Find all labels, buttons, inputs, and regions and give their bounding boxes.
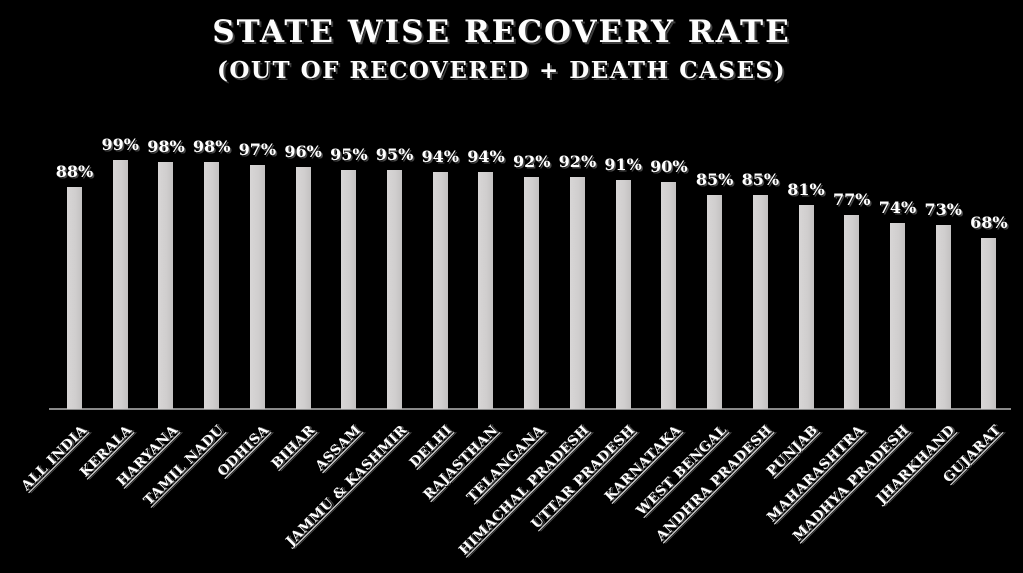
bar-delhi — [432, 172, 448, 409]
bar-uttar-pradesh — [615, 180, 631, 409]
value-label-tamil-nadu: 98% — [192, 137, 231, 156]
bar-himachal-pradesh — [569, 177, 585, 409]
x-axis-line — [49, 408, 1011, 410]
bar-all-india — [67, 187, 82, 409]
value-label-odhisa: 97% — [238, 140, 277, 159]
value-label-rajasthan: 94% — [467, 147, 505, 166]
chart-title: STATE WISE RECOVERY RATE — [212, 14, 791, 50]
bar-jammu-kashmir — [387, 170, 403, 409]
bar-west-bengal — [707, 195, 723, 409]
bar-tamil-nadu — [204, 162, 220, 409]
value-label-delhi: 94% — [421, 147, 459, 166]
title-block: STATE WISE RECOVERY RATE (OUT OF RECOVER… — [0, 14, 1003, 84]
value-label-assam: 95% — [330, 145, 368, 164]
bar-haryana — [158, 162, 174, 409]
value-label-west-bengal: 85% — [695, 170, 734, 189]
value-label-jammu-kashmir: 95% — [375, 145, 414, 164]
bar-gujarat — [981, 238, 997, 409]
value-label-gujarat: 68% — [970, 213, 1008, 232]
value-label-himachal-pradesh: 92% — [558, 152, 597, 171]
value-label-haryana: 98% — [147, 137, 185, 156]
chart-subtitle: (OUT OF RECOVERED + DEATH CASES) — [216, 57, 786, 84]
bar-odhisa — [249, 165, 265, 409]
value-label-punjab: 81% — [787, 180, 825, 199]
value-label-maharashtra: 77% — [833, 190, 871, 209]
bar-bihar — [295, 167, 311, 409]
value-label-karnataka: 90% — [650, 157, 688, 176]
value-label-telangana: 92% — [512, 152, 551, 171]
bar-maharashtra — [844, 215, 860, 409]
value-label-bihar: 96% — [284, 142, 322, 161]
value-label-uttar-pradesh: 91% — [604, 155, 642, 174]
value-label-madhya-pradesh: 74% — [878, 198, 917, 217]
bar-assam — [341, 170, 357, 409]
value-label-all-india: 88% — [55, 162, 94, 181]
bar-karnataka — [661, 182, 677, 409]
value-label-jharkhand: 73% — [924, 200, 962, 219]
bar-madhya-pradesh — [889, 223, 905, 409]
bar-jharkhand — [935, 225, 951, 409]
bar-punjab — [798, 205, 814, 409]
bar-andhra-pradesh — [752, 195, 768, 409]
bar-telangana — [524, 177, 540, 409]
value-label-andhra-pradesh: 85% — [741, 170, 780, 189]
bar-rajasthan — [478, 172, 494, 409]
bar-kerala — [112, 160, 128, 409]
value-label-kerala: 99% — [101, 135, 139, 154]
